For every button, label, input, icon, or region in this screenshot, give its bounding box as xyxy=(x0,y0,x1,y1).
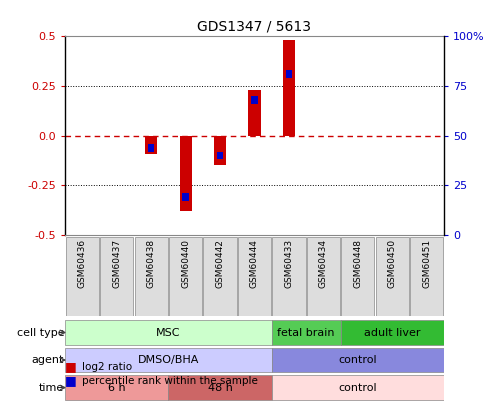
Text: fetal brain: fetal brain xyxy=(277,328,335,337)
Bar xyxy=(272,375,444,400)
Text: 6 h: 6 h xyxy=(108,383,125,392)
Bar xyxy=(249,90,260,136)
Text: GSM60448: GSM60448 xyxy=(353,239,362,288)
Bar xyxy=(65,348,272,372)
Text: GSM60442: GSM60442 xyxy=(216,239,225,288)
Text: MSC: MSC xyxy=(156,328,181,337)
Bar xyxy=(65,320,272,345)
Text: adult liver: adult liver xyxy=(364,328,421,337)
Bar xyxy=(376,237,409,316)
Bar xyxy=(286,70,292,78)
Title: GDS1347 / 5613: GDS1347 / 5613 xyxy=(198,20,311,34)
Bar xyxy=(217,151,223,160)
Bar xyxy=(65,237,99,316)
Text: time: time xyxy=(39,383,64,392)
Bar xyxy=(65,375,168,400)
Text: control: control xyxy=(339,383,377,392)
Bar xyxy=(272,237,305,316)
Text: GSM60434: GSM60434 xyxy=(319,239,328,288)
Bar xyxy=(145,136,157,153)
Bar xyxy=(272,348,444,372)
Text: cell type: cell type xyxy=(16,328,64,337)
Bar xyxy=(169,237,202,316)
Text: GSM60437: GSM60437 xyxy=(112,239,121,288)
Text: GSM60444: GSM60444 xyxy=(250,239,259,288)
Text: GSM60438: GSM60438 xyxy=(147,239,156,288)
Text: 48 h: 48 h xyxy=(208,383,233,392)
Bar xyxy=(168,375,272,400)
Bar xyxy=(148,144,154,151)
Bar xyxy=(180,136,192,211)
Text: GSM60451: GSM60451 xyxy=(422,239,431,288)
Bar xyxy=(272,320,341,345)
Bar xyxy=(341,320,444,345)
Bar xyxy=(238,237,271,316)
Bar xyxy=(307,237,340,316)
Bar xyxy=(341,237,374,316)
Bar xyxy=(183,193,189,201)
Text: GSM60433: GSM60433 xyxy=(284,239,293,288)
Text: GSM60440: GSM60440 xyxy=(181,239,190,288)
Bar xyxy=(410,237,444,316)
Bar xyxy=(283,40,295,136)
Text: ■: ■ xyxy=(65,374,77,387)
Text: DMSO/BHA: DMSO/BHA xyxy=(138,355,199,365)
Bar xyxy=(251,96,257,104)
Text: log2 ratio: log2 ratio xyxy=(82,362,132,371)
Text: GSM60436: GSM60436 xyxy=(78,239,87,288)
Text: control: control xyxy=(339,355,377,365)
Bar xyxy=(135,237,168,316)
Bar xyxy=(204,237,237,316)
Bar xyxy=(100,237,133,316)
Text: GSM60450: GSM60450 xyxy=(388,239,397,288)
Text: percentile rank within the sample: percentile rank within the sample xyxy=(82,376,258,386)
Text: ■: ■ xyxy=(65,360,77,373)
Bar xyxy=(214,136,226,166)
Text: agent: agent xyxy=(32,355,64,365)
